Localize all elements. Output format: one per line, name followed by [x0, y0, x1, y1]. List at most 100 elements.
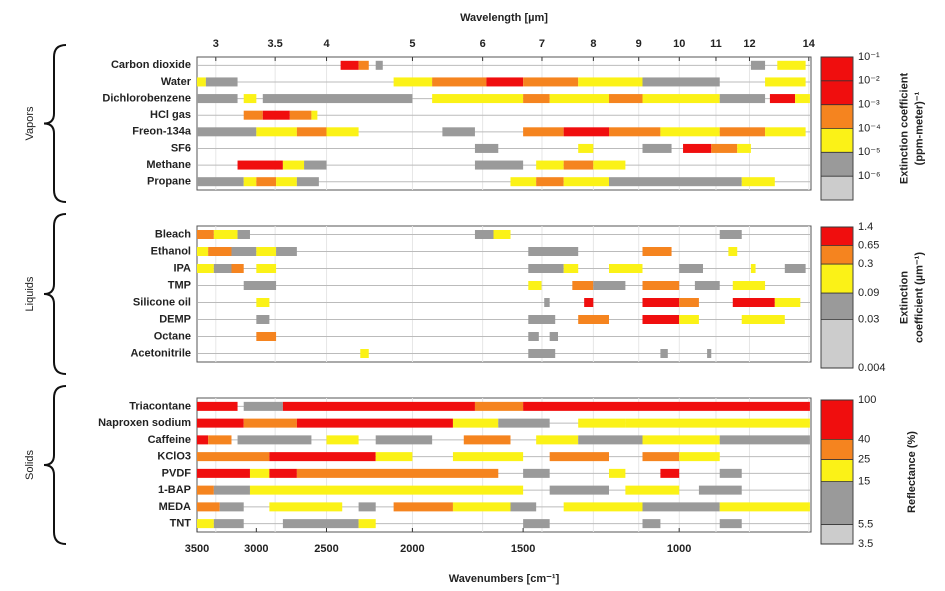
row-label: IPA: [173, 262, 191, 274]
band: [750, 264, 756, 273]
band: [197, 468, 250, 478]
band: [563, 160, 594, 170]
colorbar-bin: [821, 227, 853, 246]
x-tick-label: 3500: [185, 543, 209, 555]
band: [679, 264, 703, 273]
band: [205, 77, 238, 87]
band: [642, 94, 720, 104]
colorbar-tick-label: 0.03: [858, 313, 879, 325]
band: [563, 127, 610, 137]
band: [393, 77, 433, 87]
colorbar-title: (ppm-meter)⁻¹: [913, 91, 925, 165]
band: [256, 177, 277, 187]
band: [660, 349, 668, 358]
band: [765, 127, 806, 137]
x2-tick-label: 8: [590, 38, 596, 50]
colorbar-bin: [821, 128, 853, 153]
band: [765, 77, 806, 87]
x2-tick-label: 10: [673, 38, 685, 50]
band: [732, 281, 766, 290]
band: [213, 230, 238, 239]
colorbar-tick-label: 0.004: [858, 362, 886, 374]
band: [442, 127, 475, 137]
band: [474, 401, 524, 411]
band: [358, 519, 376, 529]
colorbar-bin: [821, 481, 853, 525]
band: [528, 349, 556, 358]
colorbar-bin: [821, 80, 853, 105]
x-tick-label: 2000: [400, 543, 424, 555]
row-label: HCl gas: [150, 109, 191, 121]
band: [584, 298, 594, 307]
band: [609, 127, 661, 137]
band: [593, 281, 626, 290]
band: [311, 110, 318, 120]
colorbar-tick-label: 0.3: [858, 258, 873, 270]
band: [737, 143, 751, 153]
band: [358, 502, 376, 512]
row-label: PVDF: [162, 467, 192, 479]
band: [698, 485, 742, 495]
colorbar-tick-label: 1.4: [858, 221, 873, 233]
band: [578, 143, 594, 153]
band: [296, 468, 499, 478]
band: [523, 468, 550, 478]
x-axis-title: Wavenumbers [cm⁻¹]: [449, 573, 560, 585]
band: [463, 435, 511, 445]
x2-tick-label: 4: [323, 38, 330, 50]
band: [256, 315, 270, 324]
band: [269, 502, 343, 512]
band: [237, 435, 312, 445]
band: [231, 247, 257, 256]
band: [249, 468, 270, 478]
band: [197, 519, 214, 529]
band: [474, 160, 524, 170]
band: [432, 94, 524, 104]
band: [719, 94, 766, 104]
x2-tick-label: 14: [803, 38, 816, 50]
band: [609, 264, 643, 273]
band: [642, 143, 672, 153]
colorbar-title: Extinction: [898, 271, 910, 324]
band: [197, 94, 238, 104]
band: [375, 452, 413, 462]
band: [642, 502, 720, 512]
band: [231, 264, 244, 273]
colorbar-bin: [821, 264, 853, 294]
band: [719, 519, 742, 529]
band: [795, 94, 810, 104]
band: [237, 160, 283, 170]
band: [197, 418, 244, 428]
band: [243, 177, 257, 187]
band: [642, 519, 661, 529]
x2-tick-label: 3: [213, 38, 219, 50]
x2-tick-label: 3.5: [267, 38, 282, 50]
colorbar-tick-label: 25: [858, 453, 870, 465]
colorbar-title: Reflectance (%): [906, 431, 918, 513]
brace: [43, 385, 67, 545]
band: [340, 60, 359, 70]
band: [549, 485, 610, 495]
band: [213, 485, 250, 495]
colorbar-bin: [821, 319, 853, 368]
band: [326, 127, 359, 137]
band: [774, 298, 801, 307]
colorbar-bin: [821, 57, 853, 81]
band: [197, 127, 257, 137]
band: [523, 94, 550, 104]
band: [694, 281, 720, 290]
band: [609, 94, 643, 104]
row-label: Silicone oil: [133, 296, 191, 308]
group-label: Liquids: [24, 276, 36, 311]
band: [769, 94, 796, 104]
x2-tick-label: 9: [636, 38, 642, 50]
band: [642, 281, 680, 290]
band: [393, 502, 453, 512]
band: [452, 418, 499, 428]
band: [432, 77, 487, 87]
band: [375, 60, 383, 70]
band: [276, 247, 297, 256]
band: [256, 127, 297, 137]
band: [711, 143, 738, 153]
